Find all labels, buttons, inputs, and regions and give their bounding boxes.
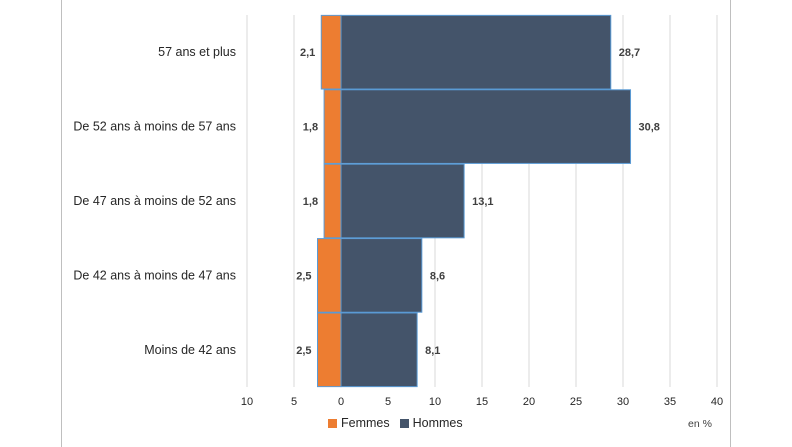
x-tick-label: 10 — [241, 396, 253, 408]
x-tick-label: 40 — [711, 396, 723, 408]
bar-femmes — [317, 312, 342, 388]
x-tick-label: 5 — [291, 396, 297, 408]
x-tick-label: 35 — [664, 396, 676, 408]
x-tick-label: 30 — [617, 396, 629, 408]
data-label-femmes: 1,8 — [303, 196, 318, 208]
category-label: De 52 ans à moins de 57 ans — [73, 120, 236, 134]
data-label-hommes: 28,7 — [619, 47, 640, 59]
legend-swatch-femmes — [328, 418, 337, 428]
x-tick-label: 15 — [476, 396, 488, 408]
data-label-femmes: 1,8 — [303, 122, 318, 134]
legend: Femmes Hommes — [328, 416, 473, 430]
bar-femmes — [323, 89, 342, 164]
bar-hommes — [340, 163, 465, 239]
x-tick-label: 5 — [385, 396, 391, 408]
category-label: De 42 ans à moins de 47 ans — [73, 268, 236, 282]
bar-femmes — [320, 14, 342, 90]
data-label-femmes: 2,1 — [300, 47, 315, 59]
data-label-hommes: 13,1 — [472, 196, 493, 208]
x-tick-label: 10 — [429, 396, 441, 408]
unit-label: en % — [688, 418, 712, 430]
legend-label-hommes: Hommes — [412, 416, 463, 430]
x-tick-label: 25 — [570, 396, 582, 408]
bar-hommes — [340, 312, 418, 388]
bar-femmes — [323, 163, 342, 239]
bar-hommes — [340, 14, 612, 90]
x-tick-label: 0 — [338, 396, 344, 408]
category-label: Moins de 42 ans — [144, 343, 236, 357]
chart-frame — [61, 0, 731, 447]
bar-hommes — [340, 238, 423, 313]
legend-item-femmes: Femmes — [328, 416, 390, 430]
category-label: 57 ans et plus — [158, 45, 236, 59]
x-tick-label: 20 — [523, 396, 535, 408]
legend-swatch-hommes — [399, 418, 409, 428]
bar-femmes — [317, 238, 342, 313]
category-label: De 47 ans à moins de 52 ans — [73, 194, 236, 208]
data-label-hommes: 30,8 — [639, 122, 660, 134]
legend-item-hommes: Hommes — [399, 416, 463, 430]
data-label-hommes: 8,6 — [430, 270, 445, 282]
data-label-femmes: 2,5 — [296, 270, 311, 282]
legend-label-femmes: Femmes — [341, 416, 390, 430]
data-label-femmes: 2,5 — [296, 345, 311, 357]
data-label-hommes: 8,1 — [425, 345, 440, 357]
bar-hommes — [340, 89, 632, 164]
